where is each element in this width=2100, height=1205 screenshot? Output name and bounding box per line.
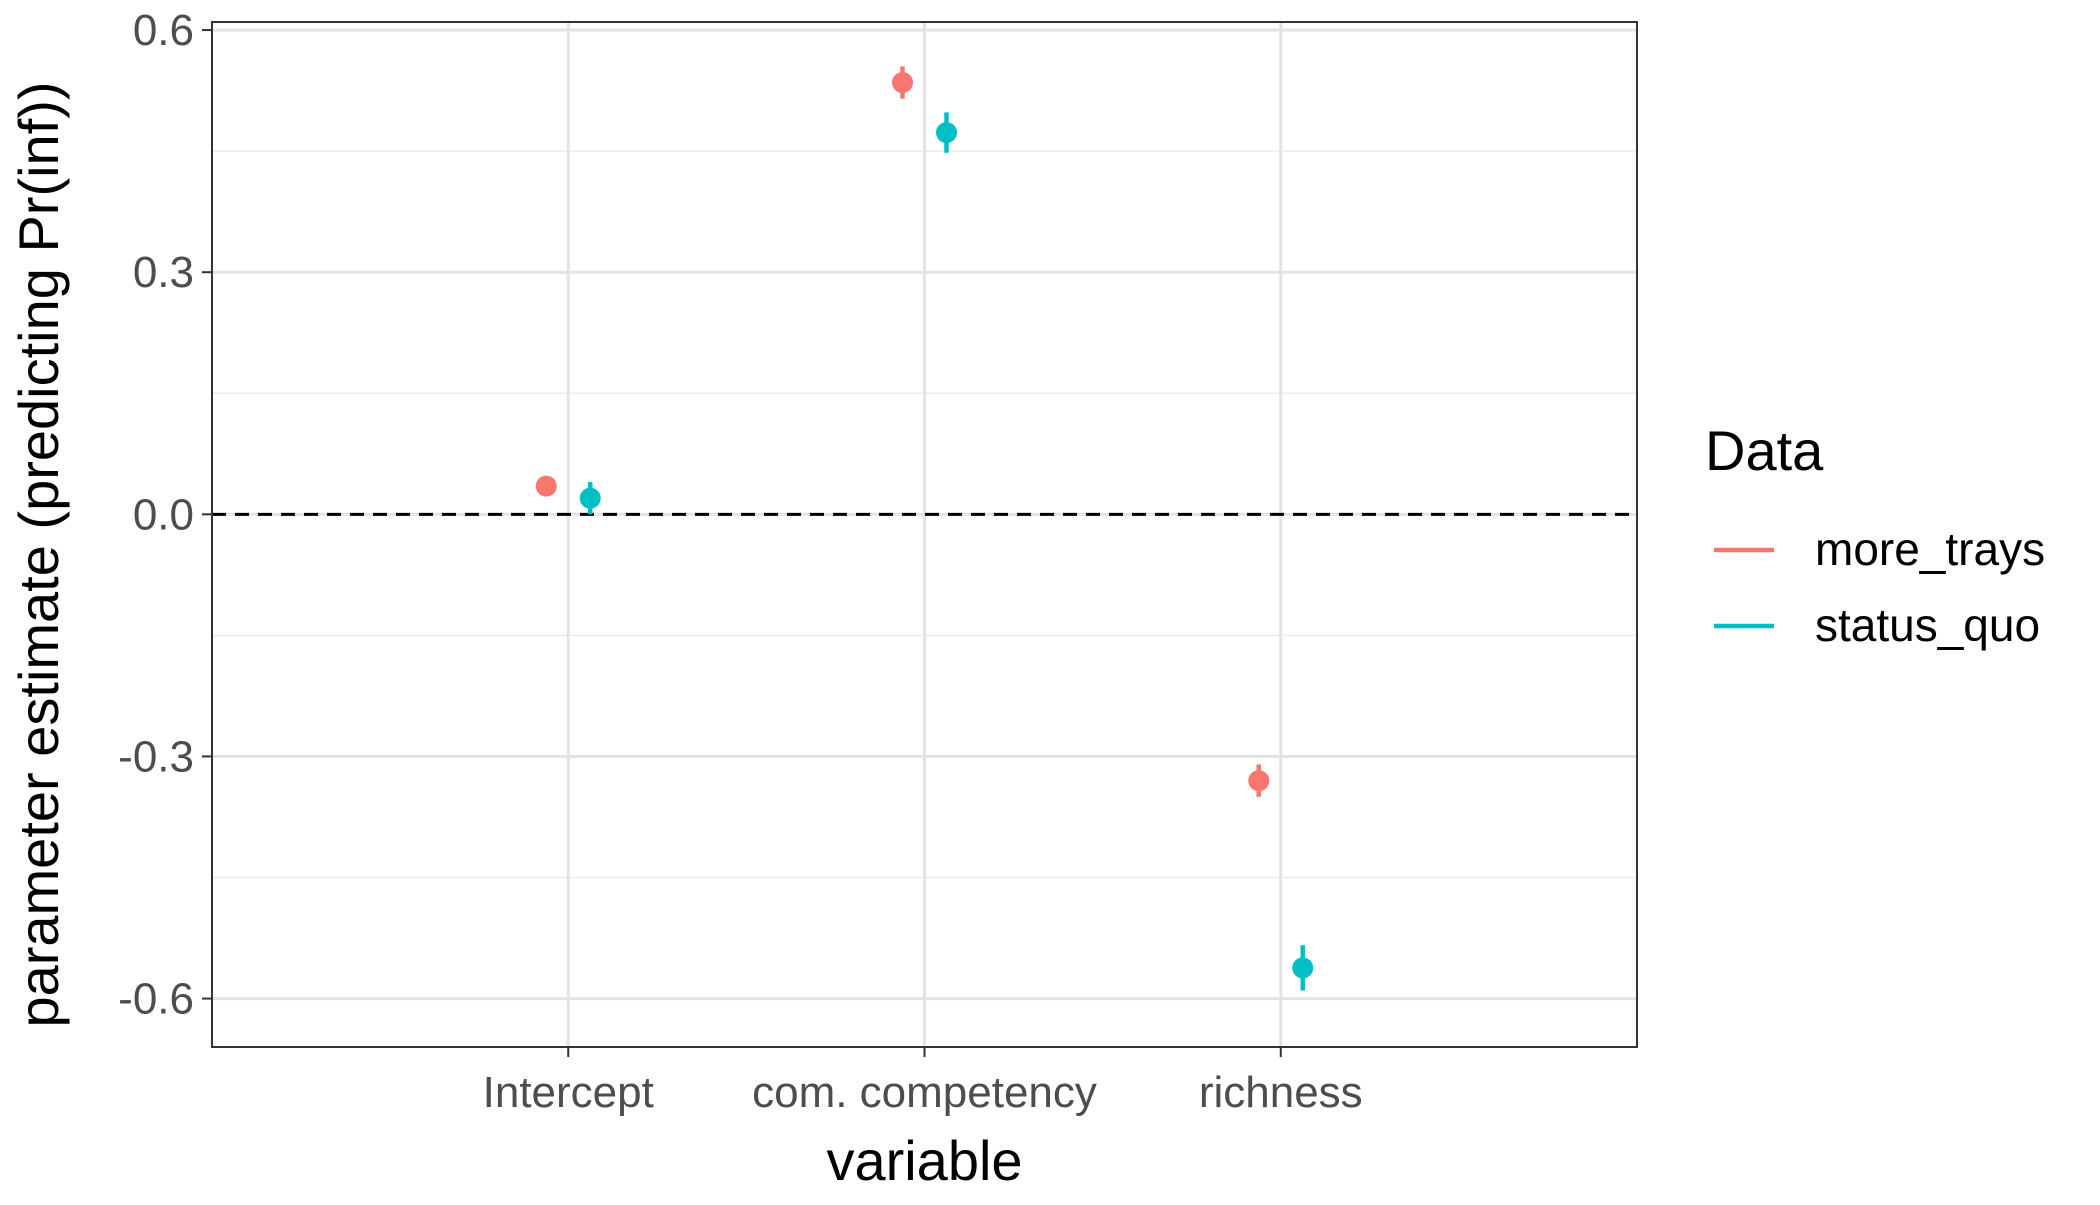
y-tick-label: 0.6 [133, 6, 194, 55]
x-tick-label: richness [1199, 1068, 1363, 1117]
legend-title: Data [1705, 419, 1824, 482]
data-point [936, 122, 957, 144]
y-tick-label: -0.6 [118, 975, 194, 1024]
data-point [1248, 770, 1270, 792]
data-point [892, 72, 913, 94]
legend-label-status_quo: status_quo [1815, 599, 2040, 651]
y-axis-title: parameter estimate (predicting Pr(inf)) [7, 81, 70, 1027]
data-marks [535, 66, 1314, 991]
y-axis: 0.6 0.3 0.0 -0.3 -0.6 [118, 6, 212, 1024]
x-tick-label: com. competency [752, 1068, 1097, 1117]
grid [212, 22, 1637, 1047]
y-tick-label: 0.0 [133, 490, 194, 539]
y-tick-label: -0.3 [118, 732, 194, 781]
data-point [535, 475, 557, 497]
legend: Data more_trays status_quo [1705, 419, 2045, 651]
series-status_quo [579, 112, 1314, 991]
data-point [579, 487, 601, 509]
legend-label-more_trays: more_trays [1815, 523, 2045, 575]
x-axis: Intercept com. competency richness [483, 1047, 1363, 1117]
x-tick-label: Intercept [483, 1068, 654, 1117]
x-axis-title: variable [826, 1129, 1022, 1192]
y-tick-label: 0.3 [133, 248, 194, 297]
series-more_trays [535, 66, 1270, 797]
data-point [1292, 957, 1314, 979]
